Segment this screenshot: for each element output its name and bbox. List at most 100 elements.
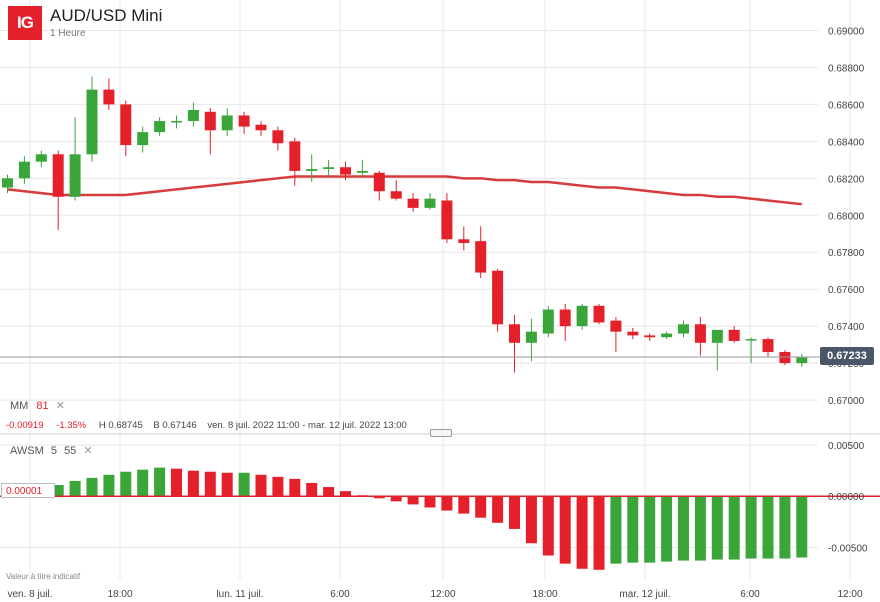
candle [18, 156, 30, 184]
candle-body [373, 172, 385, 192]
oscillator-bar [187, 470, 199, 497]
candle [204, 108, 216, 155]
mm-close-icon[interactable]: ✕ [55, 400, 65, 412]
candle-body [475, 241, 487, 273]
candle-body [610, 320, 622, 332]
time-tick-label: 6:00 [330, 589, 350, 600]
indicative-footnote: Valeur à titre indicatif [6, 572, 81, 581]
candle [356, 159, 368, 177]
mm-indicator-label[interactable]: MM 81 ✕ [10, 399, 65, 412]
oscillator-bar [610, 496, 622, 564]
oscillator-bar [475, 496, 487, 518]
instrument-title: AUD/USD Mini [50, 6, 163, 25]
candle [390, 180, 402, 201]
moving-average-line [7, 175, 802, 206]
candle [441, 193, 453, 243]
candle-body [340, 167, 351, 175]
oscillator-bar [154, 467, 166, 497]
time-tick-label: 12:00 [430, 589, 455, 600]
candle [373, 170, 385, 201]
oscillator-bar [255, 474, 267, 497]
oscillator-bar [509, 496, 520, 529]
time-tick-label: mar. 12 juil. [619, 589, 670, 600]
time-tick-label: 6:00 [740, 589, 760, 600]
pane-splitter-handle[interactable] [430, 429, 452, 437]
candle [238, 111, 250, 134]
candle [69, 117, 81, 201]
time-tick-label: 18:00 [532, 589, 557, 600]
oscillator-bar [492, 496, 504, 523]
candle-body [711, 329, 723, 343]
oscillator-bar [204, 471, 216, 497]
candle [678, 320, 689, 338]
candle [407, 193, 419, 212]
stat-low: B 0.67146 [153, 420, 197, 431]
candle-body [221, 115, 233, 131]
awsm-close-icon[interactable]: ✕ [83, 445, 93, 457]
candle-body [762, 339, 774, 353]
oscillator-bar [103, 474, 115, 497]
candle-body [2, 178, 13, 188]
oscillator-bar [779, 496, 791, 559]
candle [289, 137, 301, 186]
stat-change: -0.00919 [6, 420, 44, 431]
candle-body [525, 331, 537, 343]
candle-body [694, 324, 706, 343]
oscillator-bar [525, 496, 537, 544]
time-tick-label: 18:00 [107, 589, 132, 600]
price-tick-label: 0.67400 [828, 322, 865, 333]
candle [323, 159, 335, 177]
candle-body [171, 121, 182, 123]
price-tick-label: 0.69000 [828, 26, 865, 37]
candle-body [644, 335, 656, 338]
oscillator-bar [458, 496, 470, 514]
price-tick-label: 0.67600 [828, 285, 865, 296]
candle-body [509, 324, 520, 343]
candle [694, 316, 706, 356]
candle-body [390, 191, 402, 199]
candle-body [542, 309, 554, 334]
candle-body [289, 141, 301, 171]
oscillator-bar [644, 496, 656, 563]
candle [728, 326, 740, 343]
candle [2, 174, 13, 194]
candle [711, 329, 723, 371]
candle [559, 303, 571, 341]
candle [745, 337, 757, 364]
osc-tick-label: 0.00000 [828, 492, 865, 503]
candle-body [69, 154, 81, 197]
oscillator-bar [289, 478, 301, 497]
interval-label: 1 Heure [50, 28, 86, 39]
candle [542, 305, 554, 338]
awsm-indicator-label[interactable]: AWSM 5 55 ✕ [10, 444, 93, 457]
candle [137, 126, 149, 153]
oscillator-bar [373, 496, 385, 499]
candle-body [661, 333, 673, 338]
candle-body [52, 154, 64, 197]
time-tick-label: ven. 8 juil. [7, 589, 52, 600]
oscillator-bar [441, 496, 453, 511]
oscillator-bar [69, 480, 81, 497]
candle-body [187, 109, 199, 122]
price-tick-label: 0.68600 [828, 100, 865, 111]
candle [272, 126, 284, 151]
oscillator-bar [576, 496, 588, 569]
oscillator-bar [306, 482, 318, 497]
candle-body [306, 169, 318, 171]
candle-body [154, 121, 166, 133]
candle [627, 327, 639, 340]
oscillator-bar [86, 477, 98, 497]
candle-body [204, 111, 216, 131]
candle-body [559, 309, 571, 327]
oscillator-bar [120, 471, 132, 497]
oscillator-value-tag: 0.00001 [1, 483, 55, 498]
candle [35, 150, 47, 168]
candle [779, 350, 791, 365]
oscillator-bar [627, 496, 639, 563]
mm-name: MM [10, 400, 29, 412]
osc-tick-label: -0.00500 [828, 543, 868, 554]
candle-body [137, 132, 149, 146]
candle-body [120, 104, 132, 146]
